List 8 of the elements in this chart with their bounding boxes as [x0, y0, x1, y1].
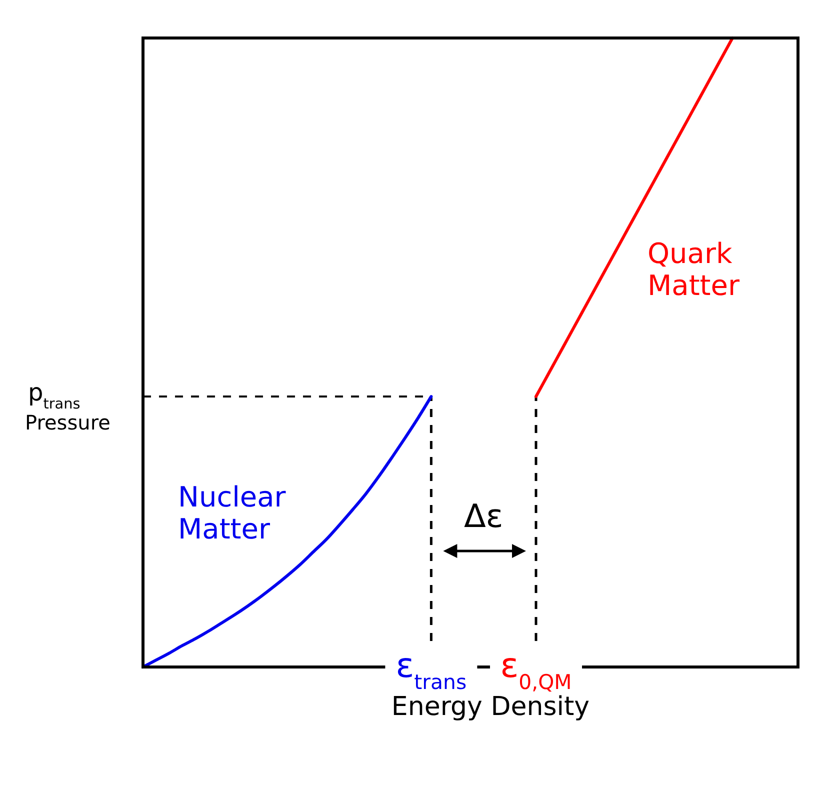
series-label: Nuclear Matter	[178, 480, 286, 546]
x-tick-label: ε$_{0,QM}$	[500, 646, 572, 694]
annotation: Δε	[464, 497, 504, 535]
x-tick-label: ε$_{trans}$	[396, 646, 467, 694]
y-axis-title: Pressure	[25, 410, 110, 435]
x-axis-title: Energy Density	[391, 692, 590, 722]
series-label: Quark Matter	[648, 237, 740, 302]
ref-line-label: p$_{trans}$	[28, 378, 80, 413]
